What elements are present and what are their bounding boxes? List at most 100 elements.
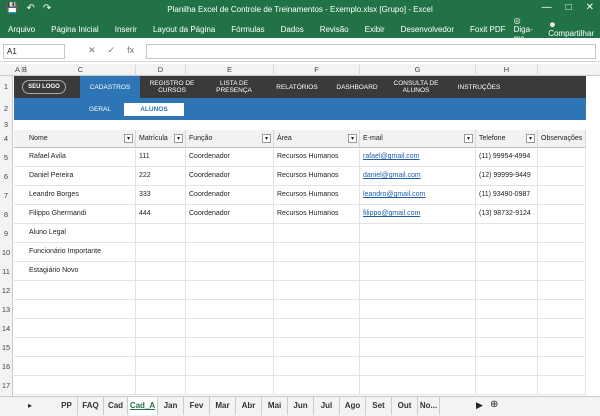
table-row[interactable]: Rafael Avila 111 Coordenador Recursos Human… bbox=[14, 148, 586, 167]
table-cell[interactable] bbox=[136, 224, 186, 243]
sheet-tab[interactable]: Fev bbox=[184, 397, 210, 415]
name-box[interactable]: A1 bbox=[3, 44, 65, 59]
table-cell[interactable] bbox=[360, 224, 476, 243]
nav-lista-presenca[interactable]: LISTA DE PRESENÇA bbox=[216, 80, 252, 94]
table-row[interactable] bbox=[14, 357, 586, 376]
table-cell[interactable] bbox=[360, 281, 476, 300]
table-row[interactable]: Leandro Borges 333 Coordenador Recursos Hum… bbox=[14, 186, 586, 205]
tab-inserir[interactable]: Inserir bbox=[114, 24, 137, 34]
table-cell[interactable]: daniel@gmail.com bbox=[360, 167, 476, 186]
table-cell[interactable] bbox=[136, 262, 186, 281]
column-header-b[interactable]: B bbox=[22, 65, 28, 76]
row-header-16[interactable]: 16 bbox=[0, 357, 13, 376]
table-cell[interactable] bbox=[360, 357, 476, 376]
table-cell[interactable]: Coordenador bbox=[186, 205, 274, 224]
column-header-e[interactable]: E bbox=[186, 65, 274, 76]
tab-pagina-inicial[interactable]: Página Inicial bbox=[51, 24, 99, 34]
nav-instrucoes[interactable]: INSTRUÇÕES bbox=[457, 83, 501, 91]
table-cell[interactable] bbox=[360, 243, 476, 262]
tab-revisao[interactable]: Revisão bbox=[319, 24, 349, 34]
table-cell[interactable] bbox=[136, 376, 186, 395]
table-cell[interactable]: rafael@gmail.com bbox=[360, 148, 476, 167]
row-header-10[interactable]: 10 bbox=[0, 243, 13, 262]
nav-dashboard[interactable]: DASHBOARD bbox=[336, 83, 378, 91]
sheet-nav-icon[interactable]: ▸ bbox=[28, 401, 33, 410]
table-cell[interactable]: Recursos Humanos bbox=[274, 167, 360, 186]
table-row[interactable]: Daniel Pereira 222 Coordenador Recursos Hum… bbox=[14, 167, 586, 186]
tab-desenvolvedor[interactable]: Desenvolvedor bbox=[400, 24, 454, 34]
table-cell[interactable] bbox=[274, 319, 360, 338]
row-header-9[interactable]: 9 bbox=[0, 224, 13, 243]
table-cell[interactable] bbox=[538, 167, 586, 186]
table-cell[interactable] bbox=[476, 300, 538, 319]
sheet-tab[interactable]: Set bbox=[366, 397, 392, 415]
maximize-icon[interactable]: □ bbox=[565, 2, 572, 13]
sheet-tab[interactable]: Out bbox=[392, 397, 418, 415]
table-cell[interactable] bbox=[538, 357, 586, 376]
sheet-tab[interactable]: Ago bbox=[340, 397, 366, 415]
row-header-13[interactable]: 13 bbox=[0, 300, 13, 319]
table-cell[interactable]: Funcionário Importante bbox=[26, 243, 136, 262]
filter-dropdown-icon[interactable]: ▾ bbox=[464, 134, 473, 143]
table-row[interactable] bbox=[14, 281, 586, 300]
table-cell[interactable]: (13) 98732-9124 bbox=[476, 205, 538, 224]
tab-dados[interactable]: Dados bbox=[280, 24, 304, 34]
table-cell[interactable] bbox=[538, 338, 586, 357]
tab-foxit[interactable]: Foxit PDF bbox=[470, 24, 506, 34]
table-cell[interactable] bbox=[274, 376, 360, 395]
table-cell[interactable] bbox=[136, 338, 186, 357]
table-cell[interactable] bbox=[538, 376, 586, 395]
table-cell[interactable] bbox=[538, 300, 586, 319]
table-cell[interactable] bbox=[274, 281, 360, 300]
share-button[interactable]: ☻ Compartilhar bbox=[548, 20, 594, 38]
row-header-5[interactable]: 5 bbox=[0, 148, 13, 167]
table-cell[interactable] bbox=[538, 243, 586, 262]
table-cell[interactable] bbox=[476, 357, 538, 376]
table-cell[interactable] bbox=[476, 243, 538, 262]
row-header-8[interactable]: 8 bbox=[0, 205, 13, 224]
filter-dropdown-icon[interactable]: ▾ bbox=[262, 134, 271, 143]
table-cell[interactable] bbox=[136, 319, 186, 338]
table-cell[interactable] bbox=[186, 376, 274, 395]
table-cell[interactable]: Coordenador bbox=[186, 167, 274, 186]
table-cell[interactable] bbox=[136, 300, 186, 319]
table-cell[interactable] bbox=[538, 186, 586, 205]
subnav-alunos[interactable]: ALUNOS bbox=[124, 103, 184, 116]
table-cell[interactable]: Daniel Pereira bbox=[26, 167, 136, 186]
table-cell[interactable] bbox=[476, 319, 538, 338]
table-cell[interactable]: Coordenador bbox=[186, 186, 274, 205]
save-icon[interactable]: 💾 bbox=[6, 3, 19, 14]
table-row[interactable]: Funcionário Importante bbox=[14, 243, 586, 262]
table-cell[interactable] bbox=[186, 262, 274, 281]
table-cell[interactable] bbox=[360, 300, 476, 319]
table-cell[interactable] bbox=[26, 338, 136, 357]
table-cell[interactable] bbox=[186, 281, 274, 300]
table-cell[interactable] bbox=[538, 281, 586, 300]
sheet-tab[interactable]: Mar bbox=[210, 397, 236, 415]
filter-dropdown-icon[interactable]: ▾ bbox=[526, 134, 535, 143]
table-cell[interactable]: (12) 99999-9449 bbox=[476, 167, 538, 186]
table-cell[interactable] bbox=[186, 357, 274, 376]
table-row[interactable] bbox=[14, 300, 586, 319]
table-cell[interactable] bbox=[538, 224, 586, 243]
table-cell[interactable] bbox=[360, 262, 476, 281]
table-cell[interactable] bbox=[360, 338, 476, 357]
nav-registro-cursos[interactable]: REGISTRO DE CURSOS bbox=[149, 80, 195, 94]
nav-relatorios[interactable]: RELATÓRIOS bbox=[276, 83, 318, 91]
row-header-6[interactable]: 6 bbox=[0, 167, 13, 186]
sheet-tab[interactable]: Abr bbox=[236, 397, 262, 415]
table-cell[interactable] bbox=[538, 148, 586, 167]
row-header-14[interactable]: 14 bbox=[0, 319, 13, 338]
nav-cadastros[interactable]: CADASTROS bbox=[80, 76, 140, 98]
sheet-tab[interactable]: Jul bbox=[314, 397, 340, 415]
table-row[interactable] bbox=[14, 376, 586, 395]
table-cell[interactable] bbox=[26, 281, 136, 300]
table-cell[interactable] bbox=[136, 243, 186, 262]
row-header-12[interactable]: 12 bbox=[0, 281, 13, 300]
table-cell[interactable]: Filippo Ghermandi bbox=[26, 205, 136, 224]
table-cell[interactable] bbox=[136, 281, 186, 300]
table-cell[interactable] bbox=[274, 338, 360, 357]
row-header-11[interactable]: 11 bbox=[0, 262, 13, 281]
table-cell[interactable]: Recursos Humanos bbox=[274, 148, 360, 167]
table-cell[interactable] bbox=[538, 319, 586, 338]
